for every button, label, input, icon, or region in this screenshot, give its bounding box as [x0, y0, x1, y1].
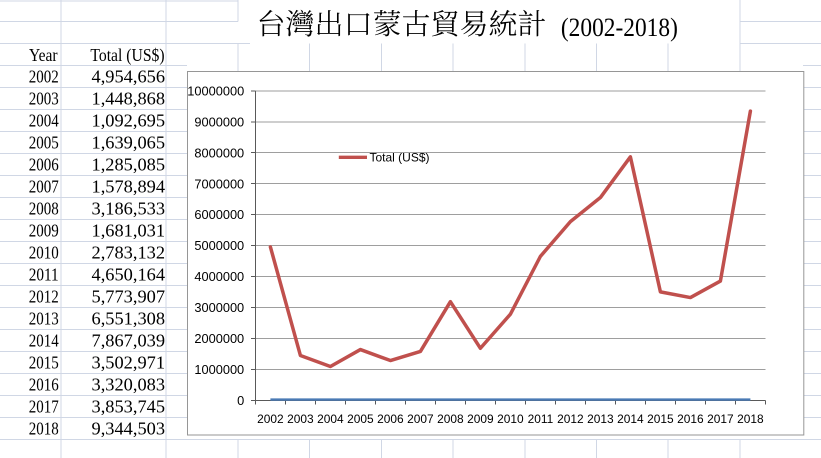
svg-text:10000000: 10000000 [187, 83, 244, 98]
svg-text:2018: 2018 [737, 412, 764, 426]
svg-text:2008: 2008 [29, 198, 59, 218]
svg-text:2010: 2010 [29, 242, 59, 262]
svg-text:1,681,031: 1,681,031 [92, 220, 166, 240]
svg-text:2003: 2003 [29, 88, 59, 108]
svg-text:7,867,039: 7,867,039 [92, 330, 166, 350]
svg-text:2009: 2009 [29, 220, 59, 240]
svg-text:6000000: 6000000 [194, 207, 244, 222]
svg-text:2010: 2010 [497, 412, 524, 426]
svg-text:3000000: 3000000 [194, 300, 244, 315]
svg-text:2015: 2015 [29, 352, 59, 372]
svg-text:8000000: 8000000 [194, 145, 244, 160]
svg-text:2008: 2008 [437, 412, 464, 426]
svg-text:6,551,308: 6,551,308 [92, 308, 166, 328]
svg-text:2016: 2016 [677, 412, 704, 426]
svg-text:2005: 2005 [347, 412, 374, 426]
svg-text:2015: 2015 [647, 412, 674, 426]
svg-text:2002: 2002 [29, 66, 59, 86]
svg-text:2009: 2009 [467, 412, 494, 426]
svg-text:5,773,907: 5,773,907 [92, 286, 166, 306]
svg-text:Year: Year [29, 45, 58, 65]
svg-text:1,578,894: 1,578,894 [92, 176, 166, 196]
svg-text:2018: 2018 [29, 418, 59, 438]
svg-text:2016: 2016 [29, 374, 59, 394]
svg-text:2004: 2004 [317, 412, 344, 426]
svg-text:4,954,656: 4,954,656 [92, 66, 166, 86]
svg-text:3,186,533: 3,186,533 [92, 198, 166, 218]
svg-text:2002: 2002 [257, 412, 284, 426]
svg-text:2006: 2006 [377, 412, 404, 426]
svg-text:2007: 2007 [407, 412, 434, 426]
svg-text:0: 0 [237, 393, 244, 408]
svg-text:2007: 2007 [29, 176, 59, 196]
svg-text:9,344,503: 9,344,503 [92, 418, 166, 438]
svg-text:2011: 2011 [29, 264, 59, 284]
svg-text:1,448,868: 1,448,868 [92, 88, 166, 108]
svg-text:3,853,745: 3,853,745 [92, 396, 166, 416]
svg-text:5000000: 5000000 [194, 238, 244, 253]
svg-text:2017: 2017 [29, 396, 59, 416]
svg-text:Total (US$): Total (US$) [370, 151, 430, 165]
svg-text:4,650,164: 4,650,164 [92, 264, 166, 284]
svg-text:1000000: 1000000 [194, 362, 244, 377]
svg-text:2012: 2012 [29, 286, 59, 306]
svg-text:3,502,971: 3,502,971 [92, 352, 166, 372]
svg-text:2013: 2013 [29, 308, 59, 328]
svg-text:2004: 2004 [29, 110, 59, 130]
svg-text:7000000: 7000000 [194, 176, 244, 191]
svg-text:2011: 2011 [528, 412, 554, 426]
svg-text:2000000: 2000000 [194, 331, 244, 346]
svg-text:4000000: 4000000 [194, 269, 244, 284]
svg-text:2006: 2006 [29, 154, 59, 174]
svg-text:2,783,132: 2,783,132 [92, 242, 166, 262]
svg-text:9000000: 9000000 [194, 114, 244, 129]
svg-text:2017: 2017 [707, 412, 734, 426]
svg-text:Total (US$): Total (US$) [90, 45, 164, 66]
svg-text:2005: 2005 [29, 132, 59, 152]
svg-text:1,285,085: 1,285,085 [92, 154, 166, 174]
svg-text:1,639,065: 1,639,065 [92, 132, 166, 152]
svg-text:2014: 2014 [617, 412, 644, 426]
svg-text:2013: 2013 [587, 412, 614, 426]
svg-text:3,320,083: 3,320,083 [92, 374, 166, 394]
svg-text:1,092,695: 1,092,695 [92, 110, 166, 130]
svg-text:2012: 2012 [557, 412, 584, 426]
svg-text:2014: 2014 [29, 330, 59, 350]
svg-text:(2002-2018): (2002-2018) [561, 13, 678, 42]
svg-text:2003: 2003 [287, 412, 314, 426]
